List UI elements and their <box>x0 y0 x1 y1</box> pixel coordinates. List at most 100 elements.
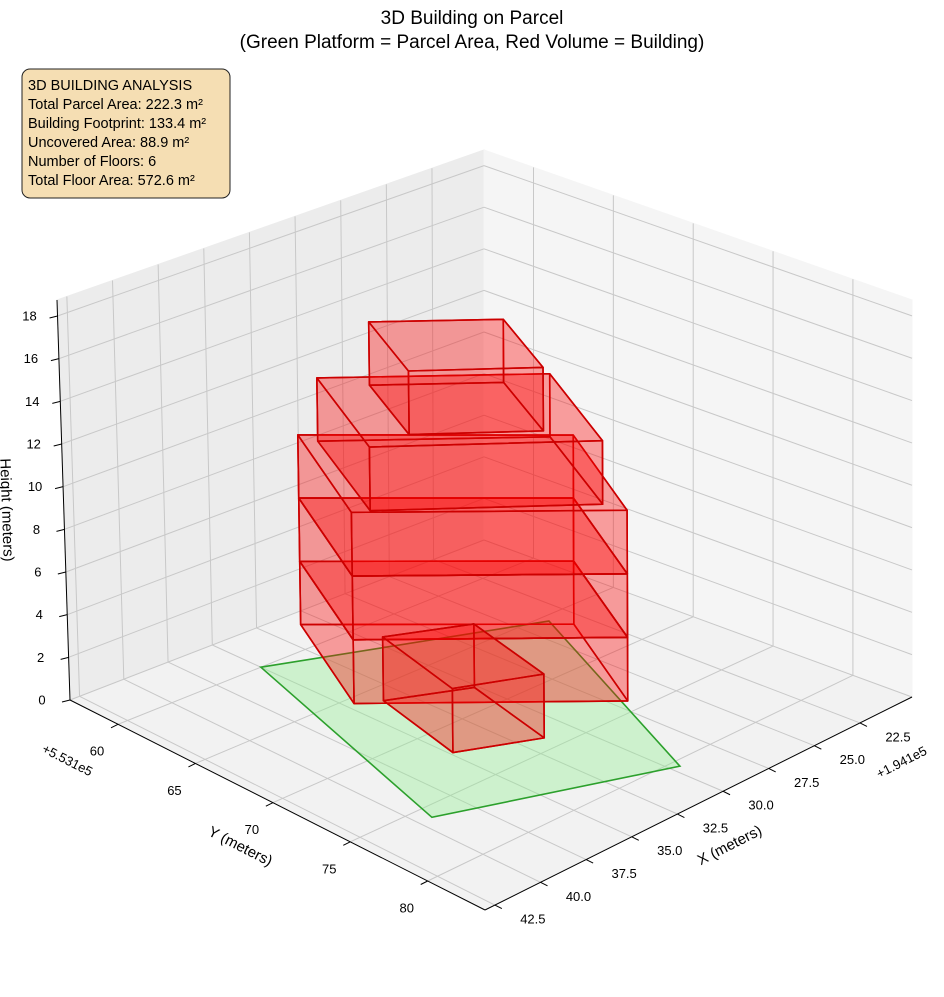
x-tick-label: 40.0 <box>566 889 591 904</box>
z-tick-mark <box>52 400 61 404</box>
info-line: Total Parcel Area: 222.3 m² <box>28 97 203 113</box>
z-tick-mark <box>61 699 71 703</box>
z-tick-label: 0 <box>38 692 45 707</box>
grid-line <box>65 414 485 573</box>
floor-top <box>296 434 628 514</box>
x-tick-mark <box>768 768 776 773</box>
building-floor <box>296 434 629 577</box>
x-tick-mark <box>814 745 822 750</box>
x-offset-label: +1.941e5 <box>874 743 929 781</box>
z-tick-label: 10 <box>28 479 42 494</box>
grid-line <box>431 168 435 560</box>
info-box-frame <box>21 68 231 199</box>
grid-line <box>385 184 390 577</box>
grid-line <box>62 331 485 488</box>
grid-line <box>58 206 485 360</box>
grid-line <box>203 248 213 646</box>
z-tick-label: 12 <box>26 436 40 451</box>
grid-line <box>117 557 534 725</box>
grid-line <box>69 539 485 701</box>
grid-line <box>272 616 694 804</box>
z-tick-mark <box>53 443 62 447</box>
grid-line <box>344 593 769 769</box>
grid-line <box>61 289 485 445</box>
chart-title: 3D Building on Parcel <box>381 8 564 29</box>
grid-line <box>67 456 485 616</box>
z-tick-mark <box>57 571 66 575</box>
x-tick-label: 32.5 <box>703 820 728 835</box>
y-offset-label: +5.531e5 <box>40 741 95 779</box>
z-tick-label: 4 <box>36 607 43 622</box>
floor-side <box>351 572 629 641</box>
parcel <box>259 620 682 819</box>
info-line: Number of Floors: 6 <box>28 154 156 170</box>
grid-line <box>350 645 774 843</box>
x-tick-mark <box>677 813 685 818</box>
building-floor <box>381 623 546 754</box>
z-tick-mark <box>49 315 58 319</box>
z-tick-mark <box>60 656 69 660</box>
x-tick-mark <box>859 722 868 727</box>
y-axis-line <box>69 699 486 911</box>
x-tick-mark <box>631 836 639 841</box>
y-tick-mark <box>265 802 274 807</box>
grid-line <box>389 576 815 747</box>
floor-top <box>367 318 544 372</box>
y-tick-label: 60 <box>90 744 104 759</box>
grid-line <box>157 264 169 663</box>
grid-line <box>483 165 913 317</box>
x-tick-label: 30.0 <box>748 798 773 813</box>
z-tick-mark <box>54 486 64 490</box>
grid-line <box>64 373 485 530</box>
grid-line <box>167 661 587 861</box>
grid-line <box>483 497 913 656</box>
info-line: Total Floor Area: 572.6 m² <box>28 173 195 189</box>
info-line: 3D BUILDING ANALYSIS <box>28 78 192 94</box>
grid-line <box>483 289 913 444</box>
floor-side <box>350 509 629 577</box>
grid-line <box>483 456 913 613</box>
z-tick-label: 14 <box>25 394 39 409</box>
z-tick-label: 16 <box>24 351 38 366</box>
grid-line <box>483 539 913 698</box>
y-tick-mark <box>420 880 428 885</box>
floor-top <box>381 623 545 690</box>
grid-line <box>483 206 913 359</box>
grid-line <box>68 497 485 658</box>
grid-line <box>427 674 854 882</box>
grid-line <box>123 678 541 883</box>
x-tick-label: 22.5 <box>885 729 910 744</box>
z-axis-label: Height (meters) <box>0 458 17 562</box>
grid-line <box>300 610 724 792</box>
grid-line <box>79 695 496 906</box>
x-tick-mark <box>540 881 548 887</box>
y-tick-label: 70 <box>245 822 259 837</box>
grid-line <box>483 373 913 529</box>
chart-subtitle: (Green Platform = Parcel Area, Red Volum… <box>240 32 705 53</box>
building-floor <box>316 372 604 512</box>
z-tick-label: 6 <box>34 564 41 579</box>
grid-line <box>57 165 485 317</box>
grid-line <box>483 414 913 571</box>
z-axis-line <box>56 299 71 701</box>
x-tick-label: 25.0 <box>840 752 865 767</box>
y-tick-label: 65 <box>167 783 181 798</box>
z-tick-label: 2 <box>37 650 44 665</box>
y-tick-mark <box>110 723 119 729</box>
grid-line <box>111 280 125 680</box>
grid-line <box>212 644 632 838</box>
x-axis-line <box>484 696 913 911</box>
grid-line <box>248 232 258 628</box>
x-tick-mark <box>494 904 503 910</box>
y-tick-label: 80 <box>399 900 413 915</box>
z-tick-label: 8 <box>33 522 40 537</box>
y-tick-mark <box>188 763 196 768</box>
grid-line <box>340 200 346 594</box>
z-tick-mark <box>50 358 60 362</box>
grid-line <box>483 331 913 486</box>
building-floor <box>297 497 629 641</box>
x-tick-mark <box>585 859 594 864</box>
x-tick-label: 42.5 <box>520 912 545 927</box>
x-tick-label: 37.5 <box>611 866 636 881</box>
